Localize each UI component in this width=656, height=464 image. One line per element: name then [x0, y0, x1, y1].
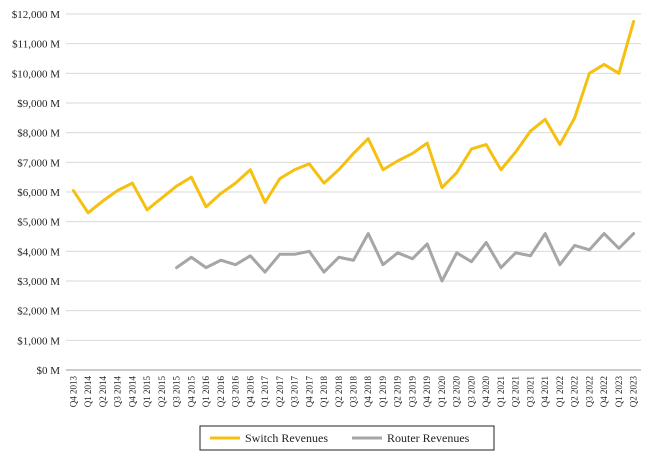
x-tick-label: Q4 2018	[363, 376, 373, 408]
x-tick-label: Q2 2021	[511, 376, 521, 407]
x-tick-label: Q1 2019	[378, 376, 388, 408]
x-tick-label: Q4 2020	[481, 376, 491, 408]
x-tick-label: Q1 2018	[319, 376, 329, 408]
y-tick-label: $6,000 M	[17, 187, 60, 199]
x-axis-ticks: Q4 2013 Q1 2014 Q2 2014 Q3 2014 Q4 2014 Q1 20…	[68, 376, 638, 408]
x-tick-label: Q2 2016	[216, 376, 226, 408]
series-line-switch-revenues	[71, 19, 636, 215]
x-tick-label: Q3 2014	[113, 376, 123, 408]
x-tick-label: Q2 2014	[98, 376, 108, 408]
y-tick-label: $3,000 M	[17, 276, 60, 288]
y-tick-label: $1,000 M	[17, 335, 60, 347]
x-tick-label: Q4 2014	[127, 376, 137, 408]
legend-label-switch-revenues: Switch Revenues	[245, 431, 328, 445]
y-tick-label: $7,000 M	[17, 157, 60, 169]
gridlines	[66, 13, 641, 371]
x-tick-label: Q3 2016	[231, 376, 241, 408]
x-tick-label: Q4 2015	[186, 376, 196, 408]
x-tick-label: Q4 2017	[304, 376, 314, 408]
x-tick-label: Q3 2020	[466, 376, 476, 408]
y-tick-label: $12,000 M	[12, 9, 61, 21]
x-tick-label: Q1 2020	[437, 376, 447, 408]
y-tick-label: $11,000 M	[12, 39, 60, 51]
x-tick-label: Q2 2022	[570, 376, 580, 407]
x-tick-label: Q2 2018	[334, 376, 344, 408]
x-tick-label: Q4 2013	[68, 376, 78, 408]
series-line-router-revenues	[175, 232, 636, 283]
y-tick-label: $4,000 M	[17, 246, 60, 258]
legend: Switch Revenues Router Revenues	[199, 425, 495, 451]
x-tick-label: Q4 2019	[422, 376, 432, 408]
y-tick-label: $10,000 M	[12, 68, 61, 80]
y-tick-label: $8,000 M	[17, 128, 60, 140]
x-tick-label: Q3 2022	[584, 376, 594, 407]
y-tick-label: $5,000 M	[17, 217, 60, 229]
x-tick-label: Q1 2023	[614, 376, 624, 408]
x-tick-label: Q1 2014	[83, 376, 93, 408]
legend-label-router-revenues: Router Revenues	[387, 431, 470, 445]
x-tick-label: Q4 2016	[245, 376, 255, 408]
x-tick-label: Q1 2015	[142, 376, 152, 408]
x-tick-label: Q3 2021	[525, 376, 535, 407]
x-tick-label: Q2 2023	[629, 376, 639, 408]
x-tick-label: Q1 2017	[260, 376, 270, 408]
x-tick-label: Q2 2017	[275, 376, 285, 408]
x-tick-label: Q1 2022	[555, 376, 565, 407]
x-tick-label: Q2 2020	[452, 376, 462, 408]
y-axis-ticks: $0 M $1,000 M $2,000 M $3,000 M $4,000 M $5,0…	[12, 9, 61, 377]
y-tick-label: $9,000 M	[17, 98, 60, 110]
y-tick-label: $2,000 M	[17, 306, 60, 318]
x-tick-label: Q2 2019	[393, 376, 403, 408]
x-tick-label: Q4 2022	[599, 376, 609, 407]
series-lines	[71, 19, 636, 283]
x-tick-label: Q3 2015	[172, 376, 182, 408]
x-tick-label: Q2 2015	[157, 376, 167, 408]
x-tick-label: Q1 2021	[496, 376, 506, 407]
legend-box	[199, 425, 495, 451]
x-tick-label: Q3 2019	[407, 376, 417, 408]
x-tick-label: Q1 2016	[201, 376, 211, 408]
x-tick-label: Q4 2021	[540, 376, 550, 407]
x-tick-label: Q3 2017	[290, 376, 300, 408]
x-tick-label: Q3 2018	[349, 376, 359, 408]
y-tick-label: $0 M	[36, 365, 60, 377]
